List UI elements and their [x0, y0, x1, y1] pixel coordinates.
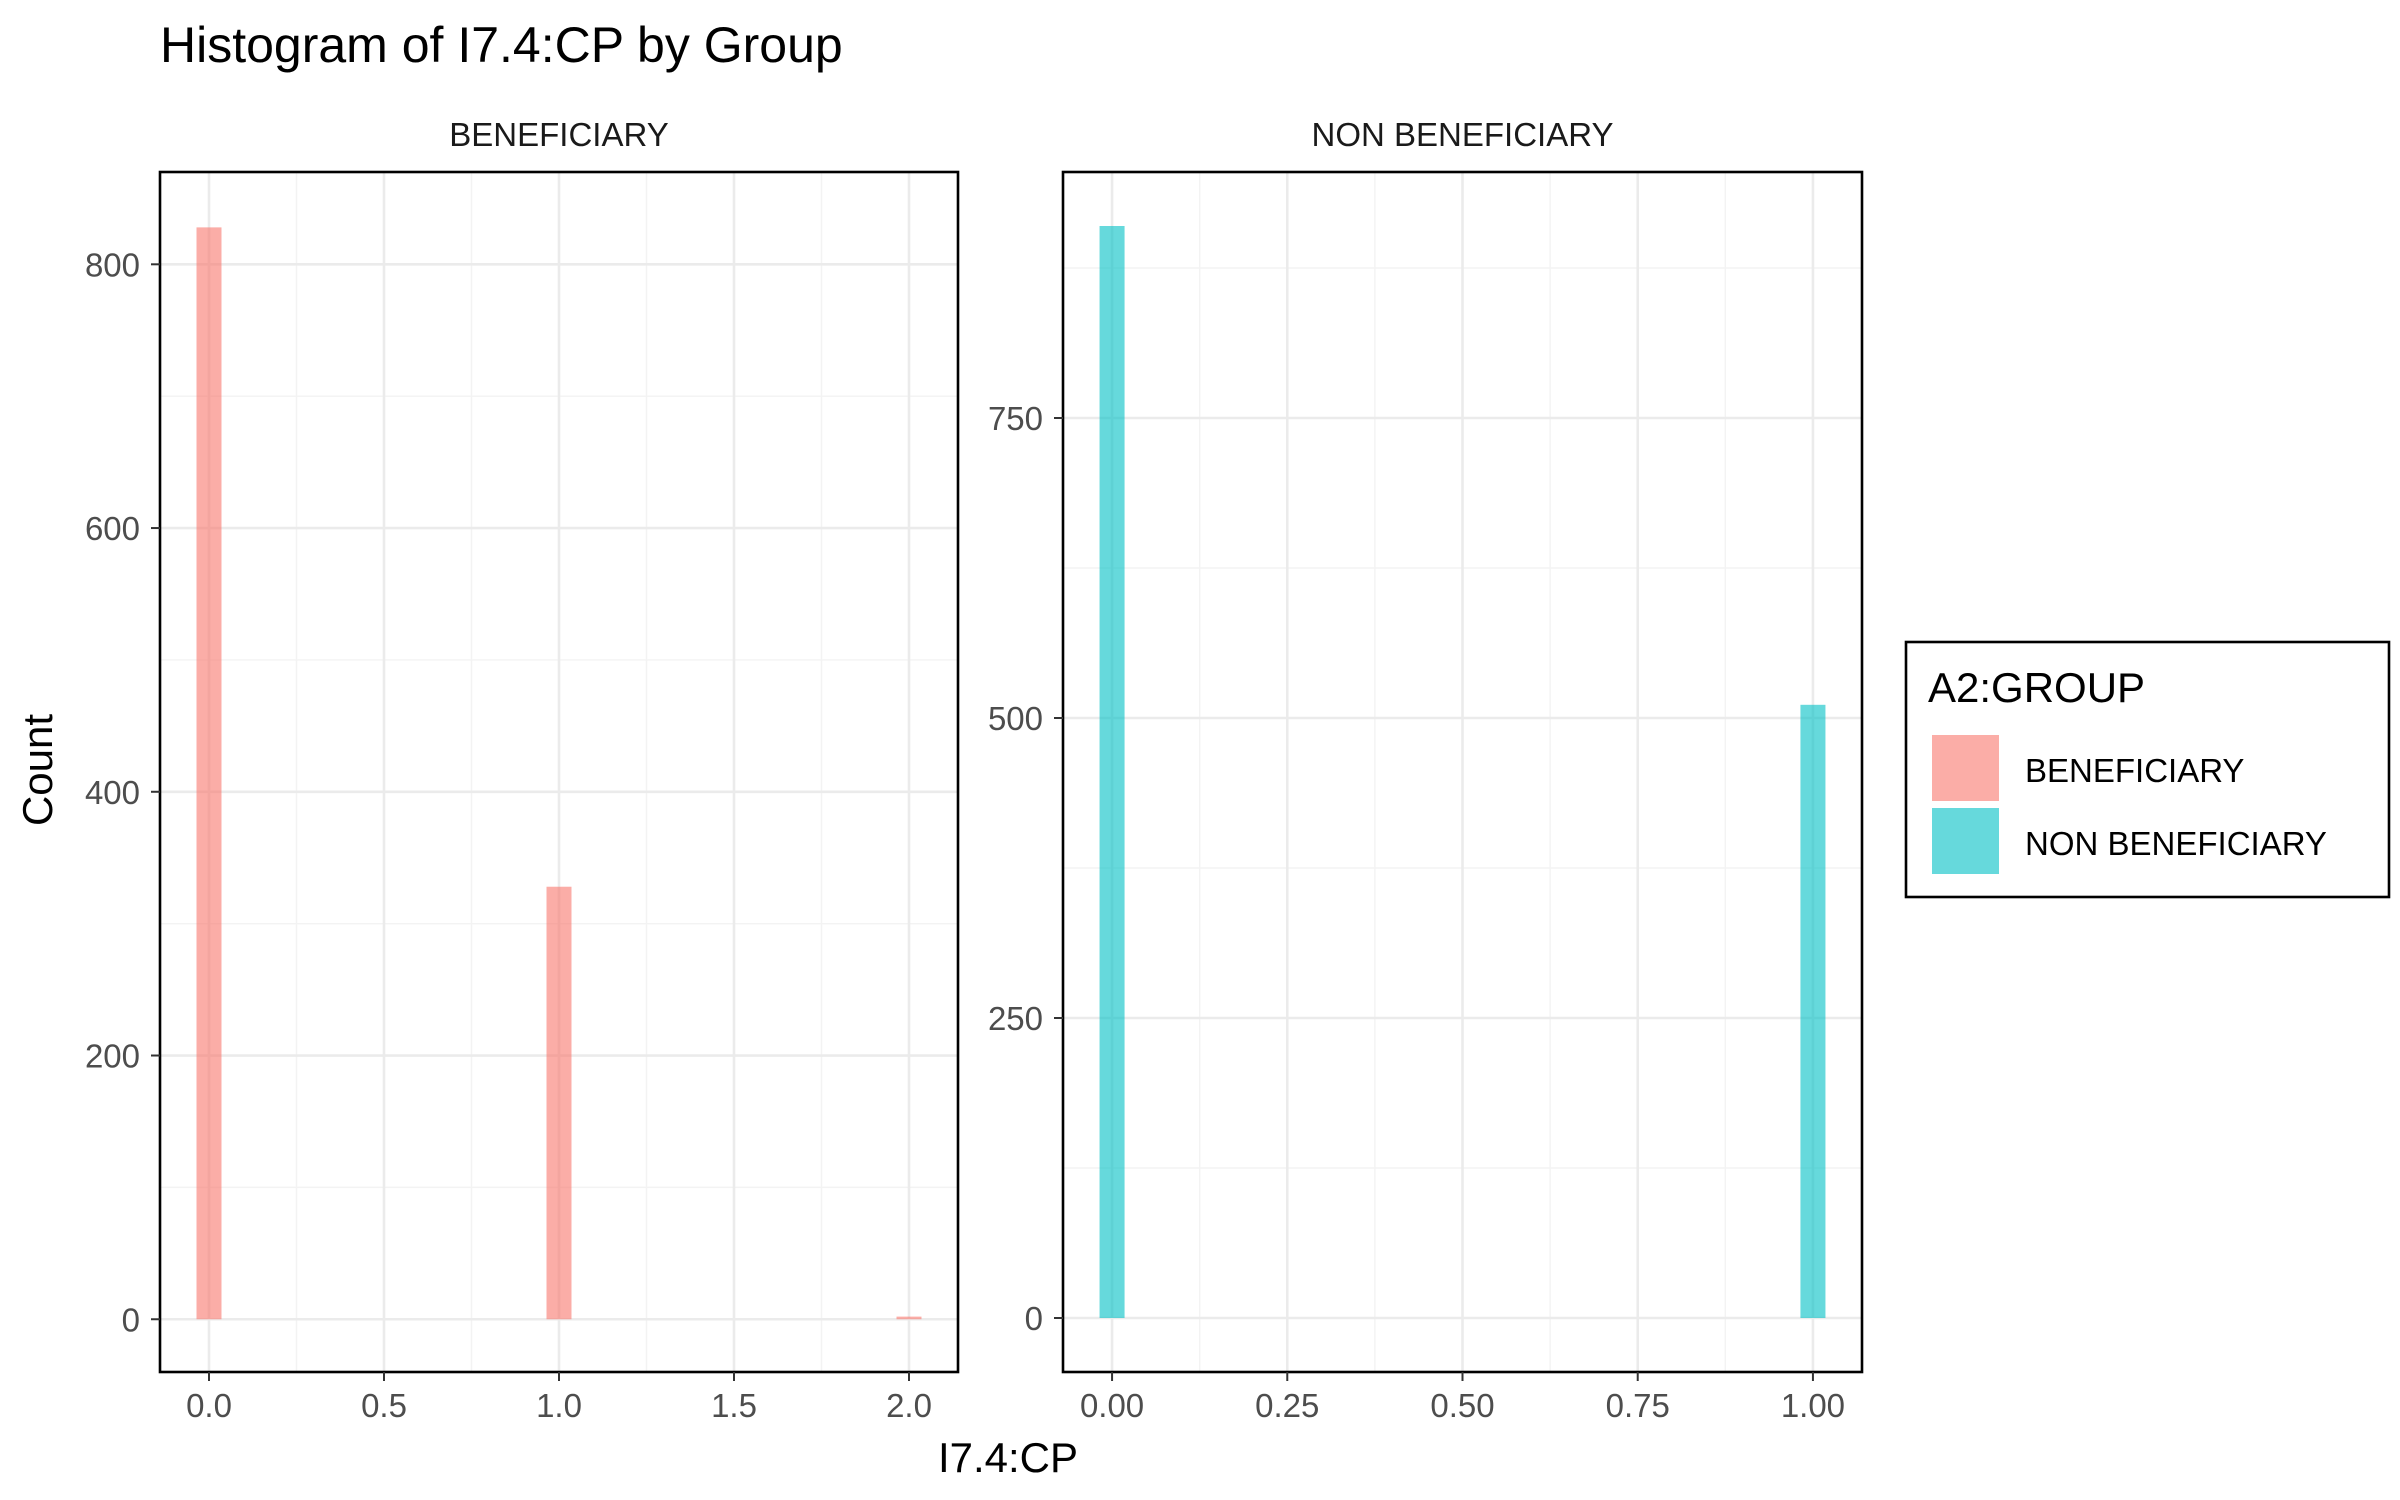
panel-non-beneficiary: NON BENEFICIARY 0.00 0.25 0.50 0.75 1.00 0 250 5…	[988, 116, 1864, 1424]
y-axis-title: Count	[14, 714, 61, 826]
y-tick-label: 0	[1025, 1300, 1043, 1337]
legend-label-beneficiary: BENEFICIARY	[2025, 752, 2244, 789]
legend: A2:GROUP BENEFICIARY NON BENEFICIARY	[1904, 640, 2391, 899]
y-tick-label: 500	[988, 700, 1043, 737]
panel-beneficiary: BENEFICIARY 0.0 0.5 1.0 1.5 2.0 0 200 400 600 800	[85, 116, 960, 1424]
bar-beneficiary-2	[896, 1316, 922, 1320]
facet-panels: BENEFICIARY 0.0 0.5 1.0 1.5 2.0 0 200 400 600 800 N…	[85, 116, 1864, 1424]
bar-non-beneficiary-0	[1099, 226, 1125, 1318]
y-tick-label: 0	[122, 1301, 140, 1338]
x-tick-label: 0.75	[1606, 1387, 1670, 1424]
x-tick-label: 0.00	[1080, 1387, 1144, 1424]
chart-title: Histogram of I7.4:CP by Group	[160, 17, 843, 73]
x-tick-label: 1.5	[711, 1387, 757, 1424]
legend-key-beneficiary	[1932, 735, 1999, 801]
y-tick-label: 200	[85, 1038, 140, 1075]
facet-strip-label: BENEFICIARY	[449, 116, 668, 153]
x-tick-label: 1.0	[536, 1387, 582, 1424]
y-tick-label: 750	[988, 400, 1043, 437]
bar-beneficiary-1	[546, 886, 572, 1320]
x-tick-label: 0.5	[361, 1387, 407, 1424]
y-tick-label: 800	[85, 246, 140, 283]
x-tick-label: 0.0	[186, 1387, 232, 1424]
y-tick-label: 250	[988, 1000, 1043, 1037]
legend-title: A2:GROUP	[1928, 664, 2145, 711]
x-tick-label: 0.50	[1430, 1387, 1494, 1424]
legend-key-non-beneficiary	[1932, 808, 1999, 874]
bar-non-beneficiary-1	[1800, 704, 1826, 1318]
facet-strip-label: NON BENEFICIARY	[1312, 116, 1614, 153]
bar-beneficiary-0	[196, 227, 222, 1320]
legend-label-non-beneficiary: NON BENEFICIARY	[2025, 825, 2327, 862]
x-tick-label: 1.00	[1781, 1387, 1845, 1424]
x-tick-label: 2.0	[886, 1387, 932, 1424]
x-axis-title: I7.4:CP	[938, 1434, 1078, 1481]
y-tick-label: 400	[85, 774, 140, 811]
x-tick-label: 0.25	[1255, 1387, 1319, 1424]
y-tick-label: 600	[85, 510, 140, 547]
